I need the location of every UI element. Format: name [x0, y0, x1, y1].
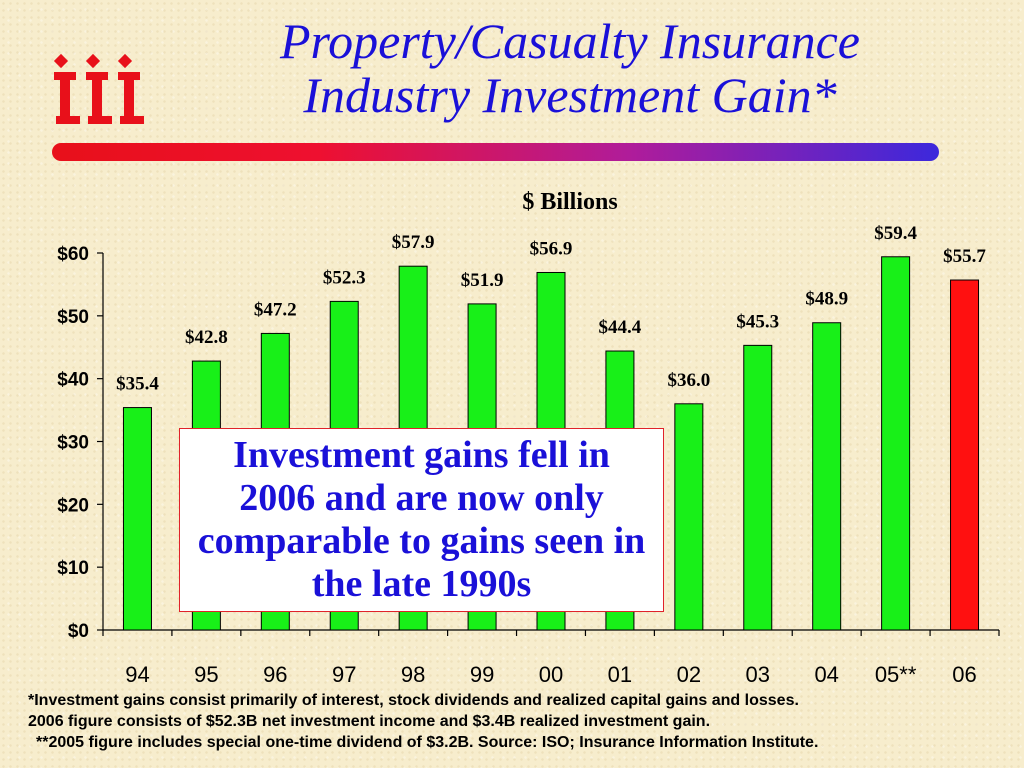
y-tick-label: $50	[57, 307, 89, 328]
data-label: $59.4	[874, 223, 917, 244]
footnote-1: *Investment gains consist primarily of i…	[28, 692, 799, 709]
x-tick-label: 94	[125, 662, 149, 687]
title-divider	[52, 143, 939, 161]
bar-06	[950, 279, 980, 631]
x-tick-label: 00	[539, 662, 563, 687]
data-label: $47.2	[254, 299, 297, 320]
page-title-line-2: Industry Investment Gain*	[303, 67, 837, 123]
x-tick-label: 02	[677, 662, 701, 687]
y-tick-label: $30	[57, 433, 89, 454]
x-tick-label: 04	[814, 662, 838, 687]
footnote-3: **2005 figure includes special one-time …	[36, 734, 819, 751]
data-label: $35.4	[116, 374, 159, 395]
x-tick-label: 06	[952, 662, 976, 687]
data-label: $44.4	[599, 317, 642, 338]
iii-logo	[53, 53, 144, 124]
data-label: $57.9	[392, 232, 435, 253]
bar-04	[812, 322, 842, 631]
bar-03	[743, 344, 773, 631]
x-tick-label: 96	[263, 662, 287, 687]
data-label: $36.0	[667, 370, 710, 391]
callout-text: Investment gains fell in 2006 and are no…	[197, 434, 646, 605]
data-label: $42.8	[185, 327, 228, 348]
page-title: Property/Casualty Insurance Industry Inv…	[160, 14, 980, 122]
x-tick-label: 97	[332, 662, 356, 687]
page-title-line-1: Property/Casualty Insurance	[279, 13, 860, 69]
x-tick-label: 95	[194, 662, 218, 687]
data-label: $56.9	[530, 238, 573, 259]
y-tick-label: $60	[57, 244, 89, 265]
x-tick-label: 01	[608, 662, 632, 687]
y-tick-label: $10	[57, 558, 89, 579]
footnote-2: 2006 figure consists of $52.3B net inves…	[28, 713, 711, 730]
x-tick-label: 03	[746, 662, 770, 687]
data-label: $55.7	[943, 246, 986, 267]
bar-94	[122, 407, 152, 631]
x-tick-label: 05**	[875, 662, 917, 687]
iii-logo-glyphs	[53, 53, 144, 124]
data-label: $51.9	[461, 270, 504, 291]
bar-05	[881, 256, 911, 631]
x-tick-label: 98	[401, 662, 425, 687]
x-tick-label: 99	[470, 662, 494, 687]
y-tick-label: $40	[57, 370, 89, 391]
callout-box: Investment gains fell in 2006 and are no…	[179, 428, 664, 612]
data-label: $48.9	[805, 289, 848, 310]
data-label: $52.3	[323, 267, 366, 288]
y-axis-unit-label: $ Billions	[522, 189, 618, 215]
y-tick-label: $0	[68, 621, 89, 642]
bar-02	[674, 403, 704, 631]
footnotes: *Investment gains consist primarily of i…	[28, 690, 1018, 753]
y-tick-label: $20	[57, 495, 89, 516]
data-label: $45.3	[736, 311, 779, 332]
